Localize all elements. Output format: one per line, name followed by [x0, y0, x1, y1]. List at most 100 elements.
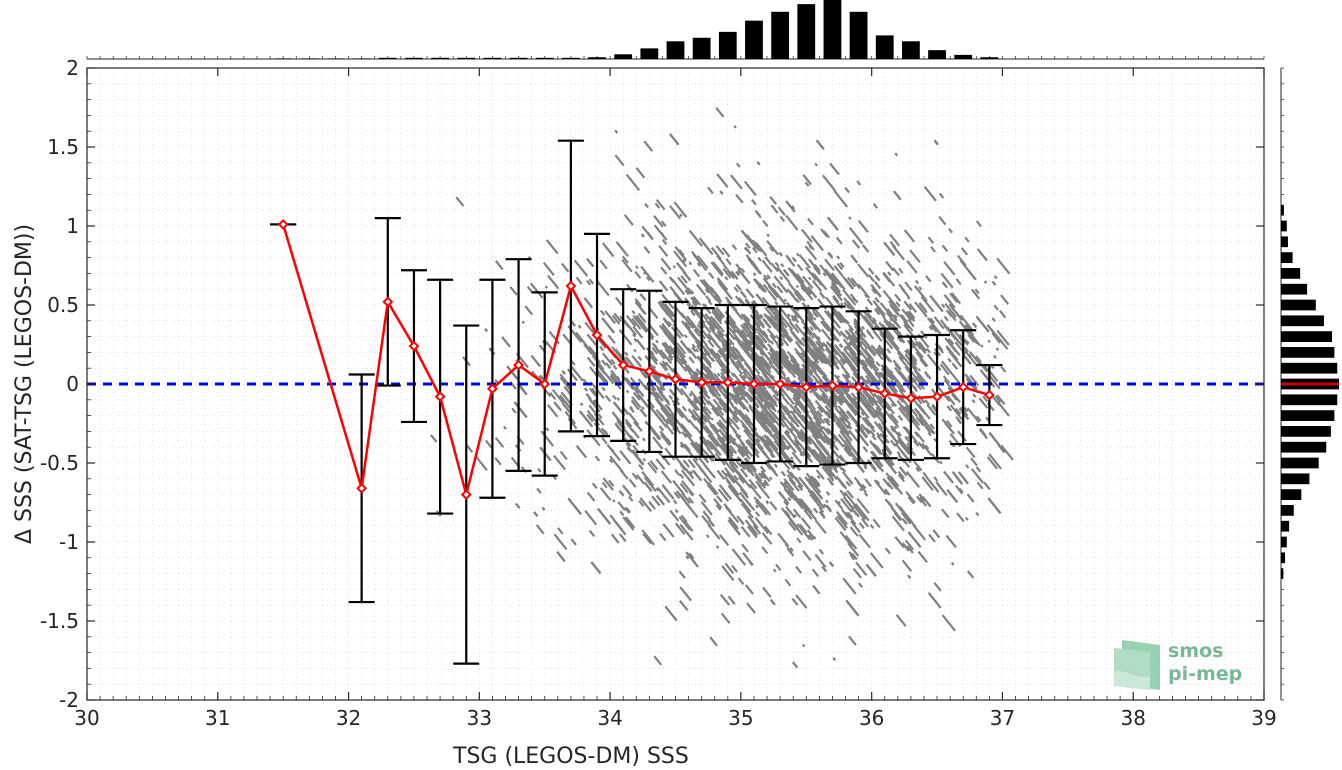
scatter-streak — [678, 570, 686, 579]
scatter-streak — [944, 303, 957, 318]
scatter-streak — [912, 398, 927, 415]
scatter-streak — [896, 399, 908, 413]
scatter-streak — [819, 435, 825, 442]
scatter-streak — [917, 368, 921, 372]
scatter-streak — [793, 309, 805, 323]
scatter-streak — [914, 340, 927, 355]
scatter-streak — [905, 491, 916, 504]
scatter-streak — [790, 354, 797, 362]
scatter-streak — [904, 406, 912, 415]
right-histogram-bar — [1281, 268, 1301, 279]
scatter-streak — [569, 365, 584, 382]
scatter-streak — [591, 482, 598, 489]
scatter-streak — [747, 339, 754, 346]
scatter-streak — [782, 396, 791, 406]
scatter-streak — [693, 309, 706, 325]
scatter-streak — [773, 448, 780, 456]
mean-marker — [879, 388, 891, 399]
scatter-streak — [737, 448, 745, 458]
scatter-streak — [841, 414, 852, 426]
scatter-streak — [738, 399, 750, 413]
scatter-streak — [994, 395, 1002, 403]
scatter-streak — [761, 259, 773, 273]
scatter-streak — [762, 366, 774, 380]
scatter-streak — [720, 362, 724, 367]
scatter-streak — [898, 283, 906, 293]
scatter-streak — [811, 492, 826, 509]
scatter-streak — [719, 313, 724, 318]
scatter-streak — [993, 354, 997, 359]
scatter-streak — [951, 471, 960, 480]
scatter-streak — [617, 501, 626, 512]
scatter-streak — [744, 519, 759, 536]
scatter-streak — [869, 429, 876, 437]
y-tick-label: -1 — [59, 530, 79, 554]
scatter-streak — [826, 471, 834, 480]
scatter-streak — [777, 490, 790, 505]
scatter-streak — [964, 350, 979, 367]
scatter-streak — [760, 355, 772, 370]
scatter-streak — [747, 257, 762, 275]
scatter-streak — [796, 537, 802, 544]
mean-marker — [722, 377, 734, 388]
y-tick-label: -1.5 — [40, 609, 79, 633]
scatter-streak — [635, 314, 645, 326]
scatter-streak — [832, 466, 838, 472]
scatter-streak — [733, 390, 743, 401]
scatter-streak — [494, 436, 505, 448]
x-tick-label: 31 — [205, 706, 230, 730]
scatter-streak — [947, 386, 961, 404]
scatter-streak — [597, 413, 603, 419]
scatter-streak — [684, 365, 691, 373]
scatter-streak — [635, 474, 645, 485]
scatter-streak — [688, 392, 693, 397]
scatter-streak — [600, 368, 615, 385]
scatter-streak — [618, 533, 627, 543]
scatter-streak — [842, 288, 857, 306]
scatter-streak — [940, 272, 954, 289]
scatter-streak — [601, 359, 607, 366]
scatter-streak — [842, 443, 855, 458]
scatter-streak — [585, 392, 592, 401]
scatter-streak — [945, 534, 957, 549]
axis-ticks: 30 31 32 33 34 35 36 37 38 3921.510.50-0.5-1-1.5-… — [40, 56, 1277, 730]
scatter-streak — [889, 439, 897, 447]
scatter-streak — [1000, 444, 1014, 461]
scatter-streak — [924, 399, 930, 406]
scatter-streak — [968, 353, 972, 358]
scatter-streak — [573, 259, 589, 277]
scatter-streak — [884, 427, 900, 445]
mean-marker — [591, 329, 603, 341]
scatter-streak — [588, 404, 597, 414]
scatter-streak — [641, 406, 645, 411]
scatter-streak — [853, 318, 859, 324]
scatter-streak — [846, 489, 854, 499]
scatter-streak — [690, 304, 701, 316]
scatter-streak — [903, 229, 916, 243]
scatter-streak — [735, 283, 742, 291]
scatter-streak — [585, 279, 592, 286]
scatter-streak — [707, 524, 721, 540]
scatter-streak — [800, 319, 815, 336]
scatter-streak — [872, 203, 879, 209]
scatter-streak — [784, 431, 796, 446]
scatter-streak — [903, 300, 913, 311]
scatter-streak — [948, 303, 964, 322]
mean-marker — [356, 482, 368, 494]
right-histogram-bar — [1281, 552, 1286, 564]
scatter-streak — [918, 286, 923, 291]
scatter-streak — [861, 518, 870, 528]
scatter-streak — [601, 242, 615, 258]
scatter-streak — [735, 270, 741, 277]
scatter-streak — [691, 414, 697, 421]
scatter-streak — [742, 552, 754, 566]
scatter-streak — [916, 374, 924, 384]
scatter-streak — [958, 487, 964, 494]
scatter-streak — [624, 506, 631, 514]
scatter-streak — [996, 329, 1010, 346]
scatter-streak — [840, 497, 853, 513]
scatter-streak — [725, 472, 736, 484]
scatter-streak — [639, 293, 647, 301]
scatter-streak — [739, 290, 747, 299]
scatter-streak — [942, 375, 951, 385]
